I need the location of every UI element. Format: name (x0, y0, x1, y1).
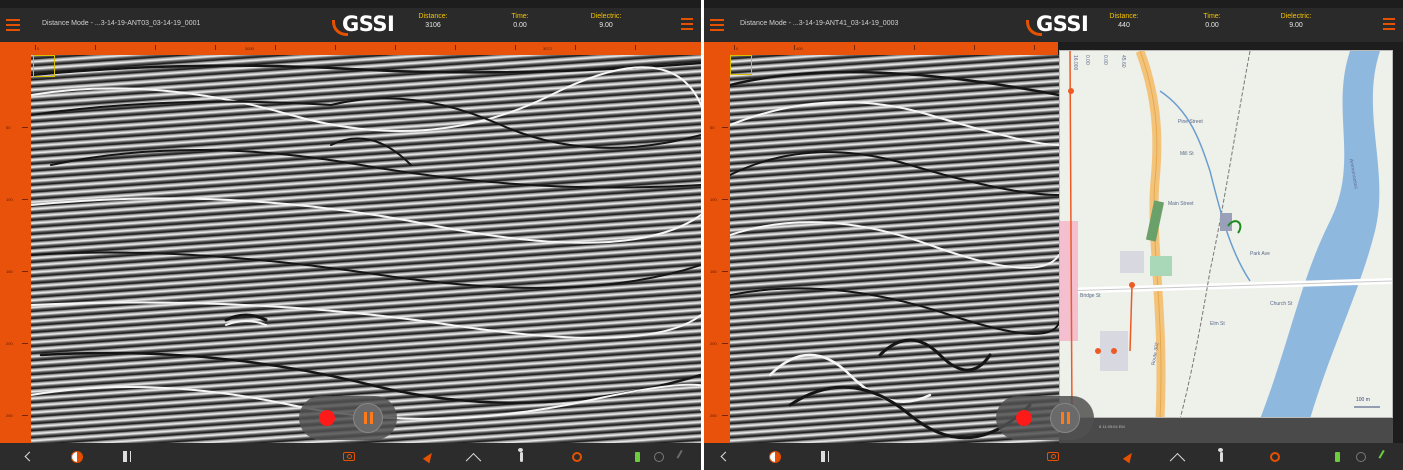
depth-ruler: 50 100 150 200 250 (704, 55, 730, 443)
ruler-label: 3000 (245, 46, 254, 51)
walk-icon[interactable] (1210, 443, 1232, 470)
navigate-icon[interactable] (1118, 443, 1140, 470)
distance-readout: Distance: 3106 (418, 13, 448, 29)
street-label: Main Street (1168, 201, 1194, 207)
distance-ruler: 0 400 (704, 42, 1058, 55)
street-label: Elm St (1210, 321, 1225, 327)
depth-label: 200 (6, 341, 13, 346)
camera-icon[interactable] (338, 443, 360, 470)
camera-icon[interactable] (1042, 443, 1064, 470)
ruler-label: 0 (736, 46, 739, 51)
settings-list-icon[interactable] (1383, 18, 1395, 30)
battery-icon (1326, 443, 1348, 470)
street-label: Mill St (1180, 151, 1194, 157)
header-bar: Distance Mode - ...3-14-19-ANT41_03-14-1… (704, 8, 1403, 42)
pause-button[interactable] (353, 403, 383, 433)
ruler-label: 0 (37, 46, 40, 51)
pause-button[interactable] (1050, 403, 1080, 433)
street-label: Bridge St (1080, 293, 1101, 299)
time-readout: Time: 0.00 (511, 13, 529, 29)
depth-label: 150 (6, 269, 13, 274)
bottom-toolbar (704, 443, 1403, 470)
time-readout: Time: 0.00 (1203, 13, 1221, 29)
radargram[interactable] (730, 55, 1059, 443)
signal-icon (1374, 443, 1396, 470)
hamburger-menu-icon[interactable] (710, 17, 724, 31)
battery-icon (626, 443, 648, 470)
depth-label: 50 (6, 125, 11, 130)
map-footer-text: 8 11:05:04 EM (1099, 424, 1125, 429)
left-scan-panel: Distance Mode - ...3-14-19-ANT03_03-14-1… (0, 0, 701, 470)
depth-label: 250 (710, 413, 717, 418)
record-button[interactable] (319, 410, 335, 426)
depth-label: 250 (6, 413, 13, 418)
ruler-label: 3072 (543, 46, 552, 51)
record-controls[interactable] (299, 396, 397, 440)
contrast-icon[interactable] (764, 443, 786, 470)
mark-icon[interactable] (116, 443, 138, 470)
gssi-logo: GSSI (1026, 12, 1096, 38)
mode-title: Distance Mode - ...3-14-19-ANT03_03-14-1… (42, 20, 201, 27)
map-coord: 0.00 (1084, 55, 1090, 65)
street-label: Park Ave (1250, 251, 1270, 257)
contrast-icon[interactable] (66, 443, 88, 470)
mark-icon[interactable] (814, 443, 836, 470)
gssi-logo: GSSI (332, 12, 402, 38)
depth-label: 50 (710, 125, 715, 130)
back-icon[interactable] (18, 443, 40, 470)
mode-title: Distance Mode - ...3-14-19-ANT41_03-14-1… (740, 20, 899, 27)
distance-ruler: 0 3000 3072 (0, 42, 701, 55)
signal-icon (672, 443, 694, 470)
depth-label: 100 (6, 197, 13, 202)
bottom-toolbar (0, 443, 701, 470)
record-button[interactable] (1016, 410, 1032, 426)
map-footer: 8 11:05:04 EM (1059, 418, 1393, 443)
settings-list-icon[interactable] (681, 18, 693, 30)
map-view[interactable]: 16.000 0.00 0.00 45.60 Pine Street Main … (1059, 50, 1393, 418)
gps-icon (1350, 443, 1372, 470)
target-icon[interactable] (1264, 443, 1286, 470)
map-scale: 100 m (1356, 397, 1370, 403)
right-scan-panel: Distance Mode - ...3-14-19-ANT41_03-14-1… (704, 0, 1403, 470)
back-icon[interactable] (714, 443, 736, 470)
ruler-label: 400 (796, 46, 803, 51)
radargram[interactable] (31, 55, 701, 443)
distance-readout: Distance: 440 (1109, 13, 1139, 29)
selection-box (33, 55, 55, 77)
hamburger-menu-icon[interactable] (6, 17, 20, 31)
walk-icon[interactable] (510, 443, 532, 470)
header-bar: Distance Mode - ...3-14-19-ANT03_03-14-1… (0, 8, 701, 42)
map-coord: 0.00 (1102, 55, 1108, 65)
map-coord: 16.000 (1072, 55, 1078, 71)
street-label: Pine Street (1178, 119, 1203, 125)
target-icon[interactable] (566, 443, 588, 470)
depth-label: 100 (710, 197, 717, 202)
depth-ruler: 50 100 150 200 250 (0, 55, 31, 443)
dielectric-readout: Dielectric: 9.00 (1280, 13, 1312, 29)
record-controls[interactable] (996, 396, 1094, 440)
navigate-icon[interactable] (418, 443, 440, 470)
depth-label: 150 (710, 269, 717, 274)
lambda-icon[interactable] (1166, 443, 1188, 470)
street-label: Church St (1270, 301, 1293, 307)
dielectric-readout: Dielectric: 9.00 (590, 13, 622, 29)
selection-box (730, 55, 752, 75)
lambda-icon[interactable] (462, 443, 484, 470)
gps-icon (648, 443, 670, 470)
depth-label: 200 (710, 341, 717, 346)
map-coord: 45.60 (1120, 55, 1126, 68)
